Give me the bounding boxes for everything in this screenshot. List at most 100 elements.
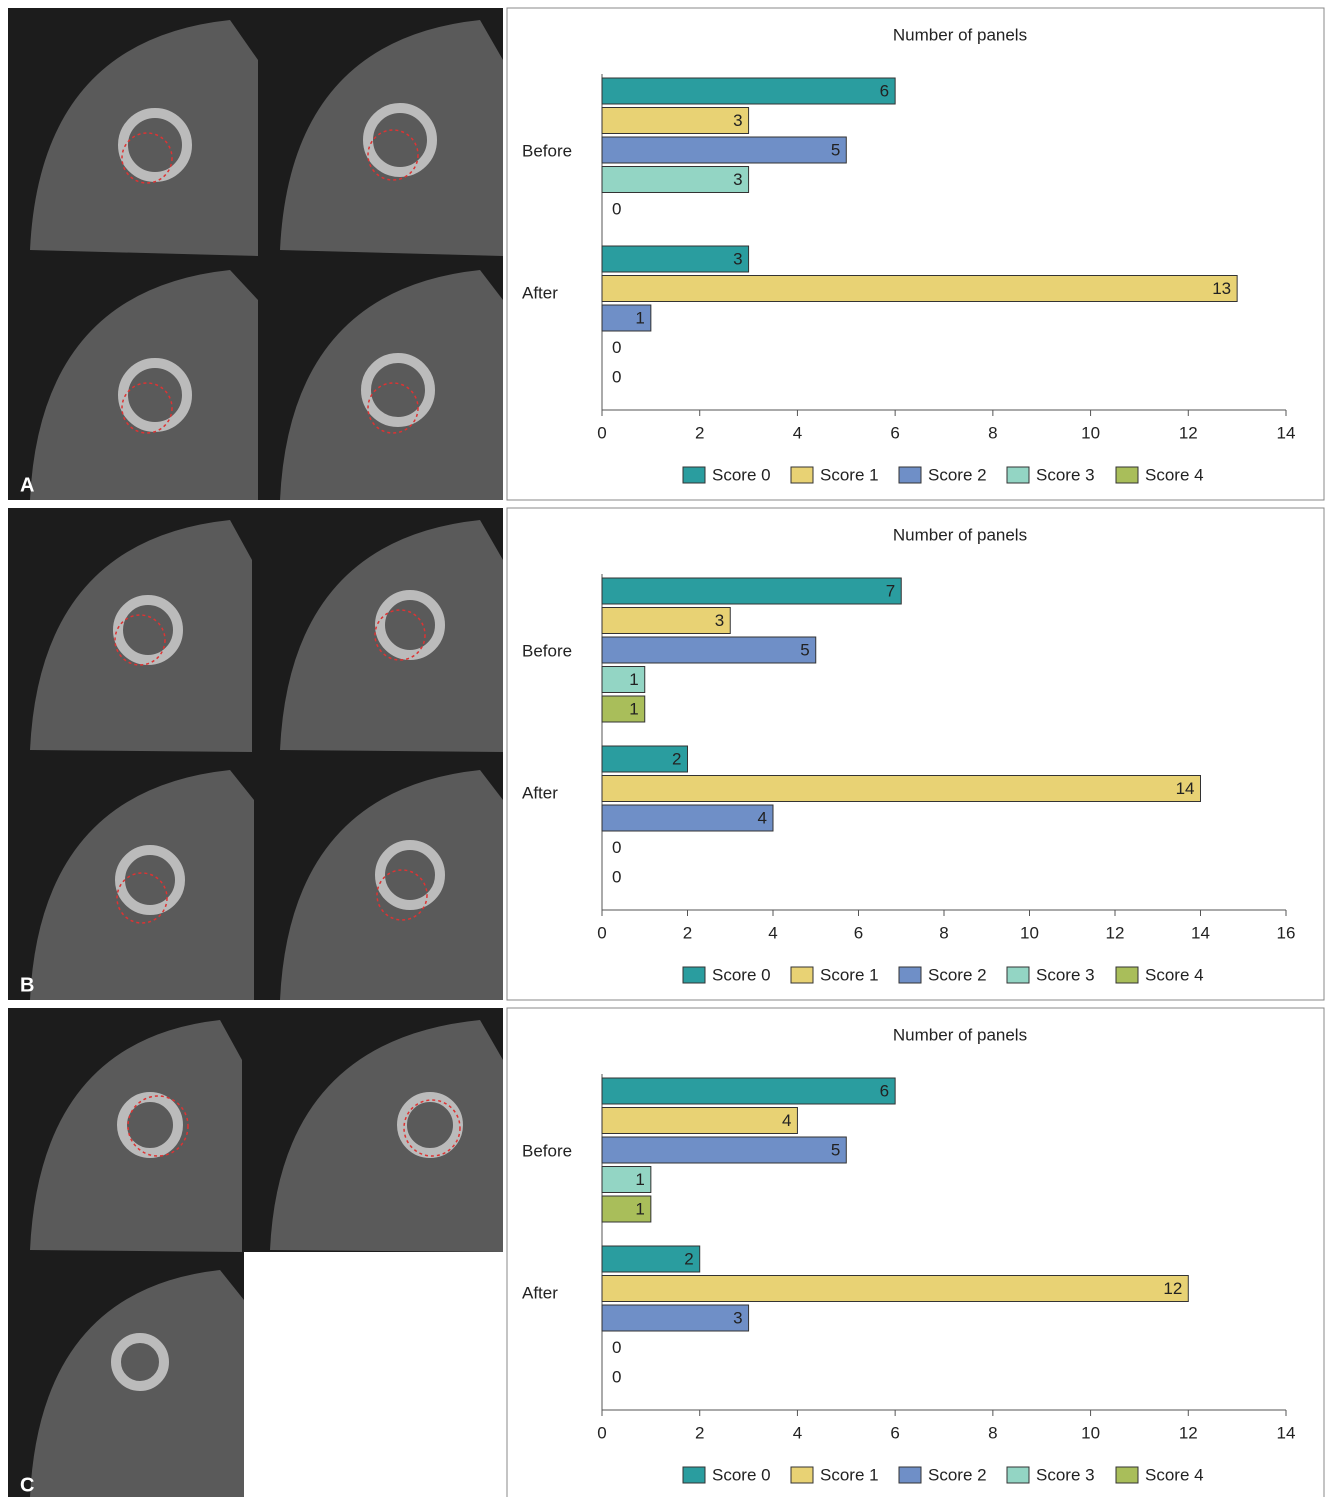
data-label: 5 xyxy=(800,640,809,659)
x-tick-label: 10 xyxy=(1020,923,1039,942)
chart-frame xyxy=(506,7,1325,501)
legend-swatch xyxy=(790,1466,814,1484)
x-tick-label: 16 xyxy=(1277,923,1296,942)
bar xyxy=(601,1245,701,1273)
bar xyxy=(601,1275,1189,1302)
mri-images xyxy=(8,8,503,1497)
legend-swatch xyxy=(682,466,706,484)
data-label: 1 xyxy=(629,699,638,718)
data-label: 3 xyxy=(733,249,742,268)
data-label: 0 xyxy=(612,199,621,218)
x-tick-label: 14 xyxy=(1191,923,1210,942)
data-label: 13 xyxy=(1212,279,1231,298)
data-label: 6 xyxy=(880,1081,889,1100)
legend-swatch xyxy=(682,966,706,984)
legend-label: Score 0 xyxy=(712,1465,771,1484)
legend-swatch xyxy=(898,466,922,484)
data-label: 2 xyxy=(684,1249,693,1268)
bar xyxy=(601,1077,896,1105)
bar xyxy=(601,1304,750,1332)
x-tick-label: 6 xyxy=(890,423,899,442)
legend-label: Score 3 xyxy=(1036,465,1095,484)
legend-label: Score 2 xyxy=(928,1465,987,1484)
data-label: 4 xyxy=(782,1111,791,1130)
x-tick-label: 2 xyxy=(683,923,692,942)
legend-swatch xyxy=(790,966,814,984)
legend-label: Score 1 xyxy=(820,1465,879,1484)
data-label: 3 xyxy=(715,611,724,630)
x-tick-label: 10 xyxy=(1081,1423,1100,1442)
legend-label: Score 4 xyxy=(1145,1465,1204,1484)
chart-title: Number of panels xyxy=(893,525,1027,544)
legend-label: Score 4 xyxy=(1145,965,1204,984)
data-label: 2 xyxy=(672,749,681,768)
x-tick-label: 0 xyxy=(597,423,606,442)
data-label: 1 xyxy=(635,1199,644,1218)
bar xyxy=(601,245,750,273)
x-tick-label: 4 xyxy=(768,923,777,942)
x-tick-label: 14 xyxy=(1277,1423,1296,1442)
bar xyxy=(601,107,750,134)
bar xyxy=(601,1166,652,1193)
bar xyxy=(601,1107,798,1134)
legend-swatch xyxy=(682,1466,706,1484)
bar xyxy=(601,1195,652,1223)
legend-label: Score 2 xyxy=(928,465,987,484)
x-tick-label: 8 xyxy=(939,923,948,942)
chart-frame xyxy=(506,1007,1325,1497)
data-label: 7 xyxy=(886,581,895,600)
category-label: Before xyxy=(522,1141,572,1160)
x-tick-label: 6 xyxy=(890,1423,899,1442)
legend-swatch xyxy=(1006,966,1030,984)
x-tick-label: 4 xyxy=(793,423,802,442)
x-tick-label: 12 xyxy=(1179,423,1198,442)
data-label: 5 xyxy=(831,140,840,159)
data-label: 1 xyxy=(635,1170,644,1189)
legend-swatch xyxy=(790,466,814,484)
bar xyxy=(601,136,847,164)
category-label: Before xyxy=(522,141,572,160)
data-label: 5 xyxy=(831,1140,840,1159)
bar xyxy=(601,304,652,332)
data-label: 1 xyxy=(635,308,644,327)
bar xyxy=(601,636,817,664)
chart-title: Number of panels xyxy=(893,25,1027,44)
data-label: 12 xyxy=(1163,1279,1182,1298)
legend-swatch xyxy=(1006,1466,1030,1484)
data-label: 0 xyxy=(612,338,621,357)
data-label: 1 xyxy=(629,670,638,689)
x-tick-label: 0 xyxy=(597,923,606,942)
legend-label: Score 3 xyxy=(1036,965,1095,984)
legend-swatch xyxy=(898,966,922,984)
legend-label: Score 0 xyxy=(712,965,771,984)
legend-label: Score 0 xyxy=(712,465,771,484)
panel-label: A xyxy=(20,474,34,496)
x-tick-label: 4 xyxy=(793,1423,802,1442)
x-tick-label: 12 xyxy=(1179,1423,1198,1442)
chart-frame xyxy=(506,507,1325,1001)
bar xyxy=(601,166,750,193)
data-label: 14 xyxy=(1176,779,1195,798)
x-tick-label: 2 xyxy=(695,423,704,442)
bar xyxy=(601,77,896,105)
x-tick-label: 14 xyxy=(1277,423,1296,442)
data-label: 6 xyxy=(880,81,889,100)
category-label: Before xyxy=(522,641,572,660)
data-label: 0 xyxy=(612,1367,621,1386)
x-tick-label: 0 xyxy=(597,1423,606,1442)
bar xyxy=(601,804,774,832)
bar xyxy=(601,695,646,723)
legend-label: Score 4 xyxy=(1145,465,1204,484)
data-label: 0 xyxy=(612,1338,621,1357)
data-label: 4 xyxy=(758,808,767,827)
x-tick-label: 8 xyxy=(988,1423,997,1442)
legend-swatch xyxy=(898,1466,922,1484)
panel-label: C xyxy=(20,1474,34,1496)
data-label: 3 xyxy=(733,111,742,130)
data-label: 3 xyxy=(733,1308,742,1327)
bar xyxy=(601,275,1238,302)
legend-label: Score 1 xyxy=(820,465,879,484)
bar xyxy=(601,577,902,605)
bar xyxy=(601,1136,847,1164)
x-tick-label: 8 xyxy=(988,423,997,442)
